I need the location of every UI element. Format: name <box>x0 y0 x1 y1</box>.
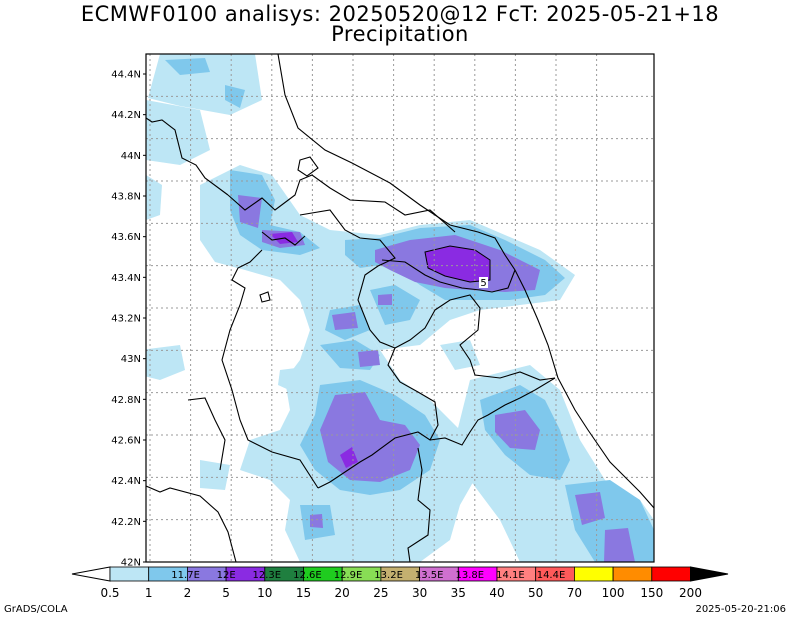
colorbar-value-label: 1 <box>145 586 153 600</box>
longitude-labels: 11.7E 12E 12.3E 12.6E 12.9E 13.2E 13.5E 13.8E 14… <box>171 570 565 581</box>
region-border <box>434 294 556 381</box>
colorbar-value-label: 150 <box>640 586 663 600</box>
lon-grid-label: 12.6E <box>293 570 322 581</box>
precip-area-intense <box>425 246 490 282</box>
precip-area-heavy <box>238 195 262 228</box>
colorbar <box>71 566 729 582</box>
lon-grid-label: 12.9E <box>334 570 363 581</box>
precip-area-light <box>200 460 230 490</box>
precip-area-medium <box>225 85 245 108</box>
map-title: ECMWF0100 analisys: 20250520@12 FcT: 202… <box>80 2 720 26</box>
lat-tick-label: 43.6N <box>111 232 141 243</box>
region-border <box>259 291 271 303</box>
coastline-and-borders <box>146 54 654 562</box>
contour-label-box <box>479 277 488 288</box>
colorbar-value-label: 10 <box>257 586 272 600</box>
lon-grid-label: 14.1E <box>496 570 525 581</box>
precip-area-light <box>146 100 210 165</box>
precip-area-heavy <box>575 492 605 525</box>
colorbar-value-label: 30 <box>412 586 427 600</box>
colorbar-value-label: 2 <box>184 586 192 600</box>
region-border <box>187 397 226 471</box>
coastline <box>277 54 654 509</box>
precipitation-field <box>146 54 654 562</box>
colorbar-value-label: 35 <box>451 586 466 600</box>
colorbar-value-label: 100 <box>602 586 625 600</box>
precip-area-heavy <box>332 312 358 330</box>
lon-grid-label: 12E <box>217 570 236 581</box>
lat-tick-label: 44N <box>121 151 141 162</box>
lon-grid-label: 13.2E <box>374 570 403 581</box>
colorbar-segment <box>109 566 150 582</box>
colorbar-value-label: 20 <box>335 586 350 600</box>
precip-area-heavy <box>310 514 323 528</box>
region-border <box>261 231 306 246</box>
colorbar-segment <box>612 566 653 582</box>
coastline-southwest <box>146 485 237 562</box>
colorbar-value-label: 40 <box>489 586 504 600</box>
map-subtitle: Precipitation <box>331 22 469 46</box>
lat-tick-label: 44.2N <box>111 110 141 121</box>
lat-tick-label: 44.4N <box>111 70 141 81</box>
lat-tick-label: 42.8N <box>111 395 141 406</box>
plot-frame <box>145 53 655 563</box>
lat-tick-label: 42N <box>121 558 141 569</box>
region-border <box>299 209 436 349</box>
lat-tick-label: 42.4N <box>111 476 141 487</box>
lat-tick-label: 42.2N <box>111 517 141 528</box>
generation-timestamp: 2025-05-20-21:06 <box>695 604 786 615</box>
colorbar-segment <box>651 566 691 582</box>
precip-area-heavy <box>495 410 540 450</box>
precip-area-heavy <box>604 528 635 562</box>
colorbar-value-label: 5 <box>222 586 230 600</box>
coastline-northwest <box>146 117 229 196</box>
lon-grid-label: 11.7E <box>171 570 200 581</box>
colorbar-low-arrow <box>71 566 111 582</box>
lat-tick-label: 42.6N <box>111 436 141 447</box>
precip-area-medium <box>165 58 210 75</box>
region-border <box>317 347 439 489</box>
colorbar-value-label: 50 <box>528 586 543 600</box>
colorbar-value-label: 70 <box>567 586 582 600</box>
region-border <box>381 259 516 293</box>
lat-tick-label: 43.4N <box>111 273 141 284</box>
precip-area-intense <box>340 447 358 468</box>
latitude-axis: 44.4N 44.2N 44N 43.8N 43.6N 43.4N 43.2N 43N 42.8… <box>111 70 146 569</box>
colorbar-values: 0.5 1 2 5 10 15 20 25 30 35 40 50 70 100 150 200 <box>100 586 702 600</box>
colorbar-high-arrow <box>690 566 729 582</box>
contour-line <box>424 245 491 283</box>
precip-area-light <box>146 175 162 220</box>
lon-grid-label: 12.3E <box>253 570 282 581</box>
region-border <box>429 377 556 446</box>
contour-label: 5 <box>480 278 486 289</box>
region-border <box>407 447 431 562</box>
lon-grid-label: 14.4E <box>537 570 566 581</box>
lat-tick-label: 43.8N <box>111 192 141 203</box>
colorbar-value-label: 25 <box>373 586 388 600</box>
precip-area-light <box>440 340 480 370</box>
colorbar-segment <box>574 566 614 582</box>
precip-area-light <box>278 365 330 395</box>
precip-area-heavy <box>378 294 392 305</box>
lat-tick-label: 43.2N <box>111 314 141 325</box>
lon-grid-label: 13.5E <box>415 570 444 581</box>
region-border <box>227 174 456 233</box>
region-border <box>221 249 319 489</box>
region-border <box>297 156 319 177</box>
colorbar-value-label: 0.5 <box>100 586 119 600</box>
lat-tick-label: 43N <box>121 354 141 365</box>
precip-area-heavy <box>358 350 380 367</box>
colorbar-value-label: 15 <box>296 586 311 600</box>
precip-area-light <box>146 345 185 380</box>
lon-grid-label: 13.8E <box>456 570 485 581</box>
colorbar-value-label: 200 <box>679 586 702 600</box>
software-credit: GrADS/COLA <box>4 604 68 615</box>
